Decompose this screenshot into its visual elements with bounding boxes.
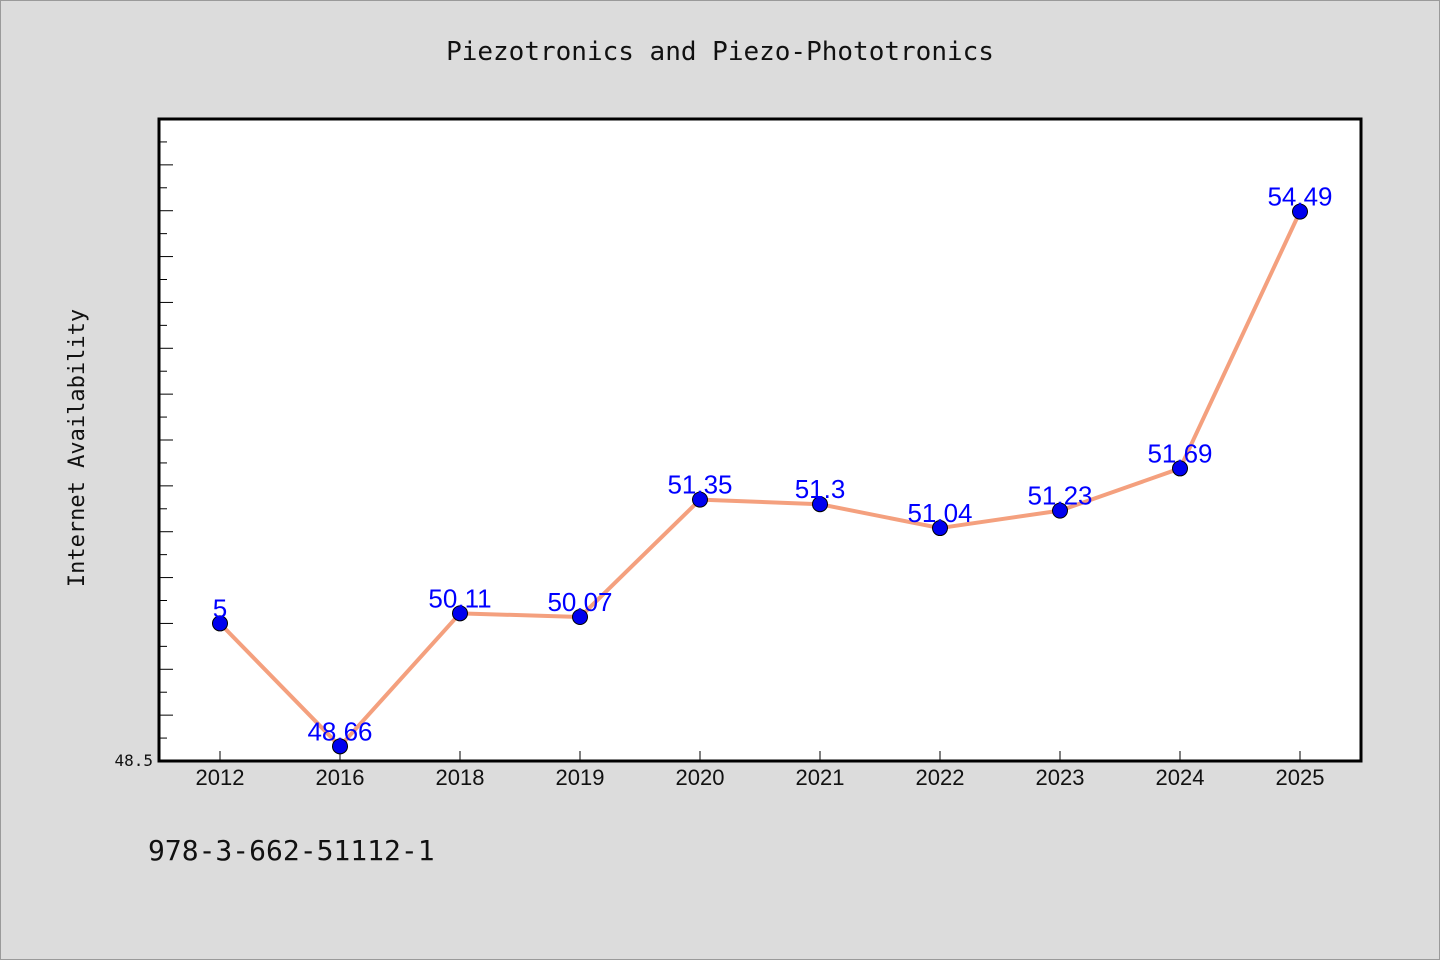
- x-axis-ticks: 2012 2016 2018 2019 2020 2021 2022 2023 2024 2025: [196, 751, 1325, 790]
- data-point: [1052, 502, 1068, 519]
- data-point: [452, 605, 468, 622]
- y-tick-label: 48.5: [114, 751, 153, 770]
- x-tick-label: 2021: [796, 765, 845, 790]
- data-label: 51.3: [795, 474, 846, 504]
- data-label: 51.23: [1027, 481, 1092, 511]
- y-axis-label: Internet Availability: [65, 309, 90, 587]
- x-tick-label: 2020: [676, 765, 725, 790]
- x-tick-label: 2019: [556, 765, 605, 790]
- data-point: [332, 738, 348, 755]
- data-point: [1292, 203, 1308, 220]
- data-label: 48.66: [307, 716, 372, 746]
- data-label: 50.07: [547, 587, 612, 617]
- x-tick-label: 2016: [316, 765, 365, 790]
- data-label: 51.35: [667, 470, 732, 500]
- x-tick-label: 2024: [1156, 765, 1205, 790]
- x-tick-label: 2023: [1036, 765, 1085, 790]
- data-label: 50.11: [428, 583, 491, 613]
- plot-area: [157, 117, 1363, 763]
- chart-title: Piezotronics and Piezo-Phototronics: [446, 37, 994, 67]
- x-tick-label: 2025: [1276, 765, 1325, 790]
- data-label: 54.49: [1267, 182, 1332, 212]
- data-point: [812, 496, 828, 513]
- series-line: [218, 210, 1302, 749]
- x-tick-label: 2012: [196, 765, 245, 790]
- x-tick-label: 2018: [436, 765, 485, 790]
- data-point: [572, 609, 588, 626]
- data-point: [1172, 460, 1188, 477]
- data-point: [932, 520, 948, 537]
- data-point: [212, 615, 228, 632]
- data-label: 5: [213, 593, 227, 623]
- footnote-isbn: 978-3-662-51112-1: [148, 834, 435, 867]
- y-axis-ticks: 48.5: [114, 118, 173, 770]
- x-tick-label: 2022: [916, 765, 965, 790]
- series-polyline: [218, 210, 1302, 749]
- data-label: 51.04: [907, 498, 972, 528]
- data-labels: 5 48.66 50.11 50.07 51.35 51.3 51.04 51.23 51.69…: [213, 182, 1333, 747]
- data-label: 51.69: [1147, 438, 1212, 468]
- data-point: [692, 491, 708, 508]
- data-points: [212, 203, 1308, 755]
